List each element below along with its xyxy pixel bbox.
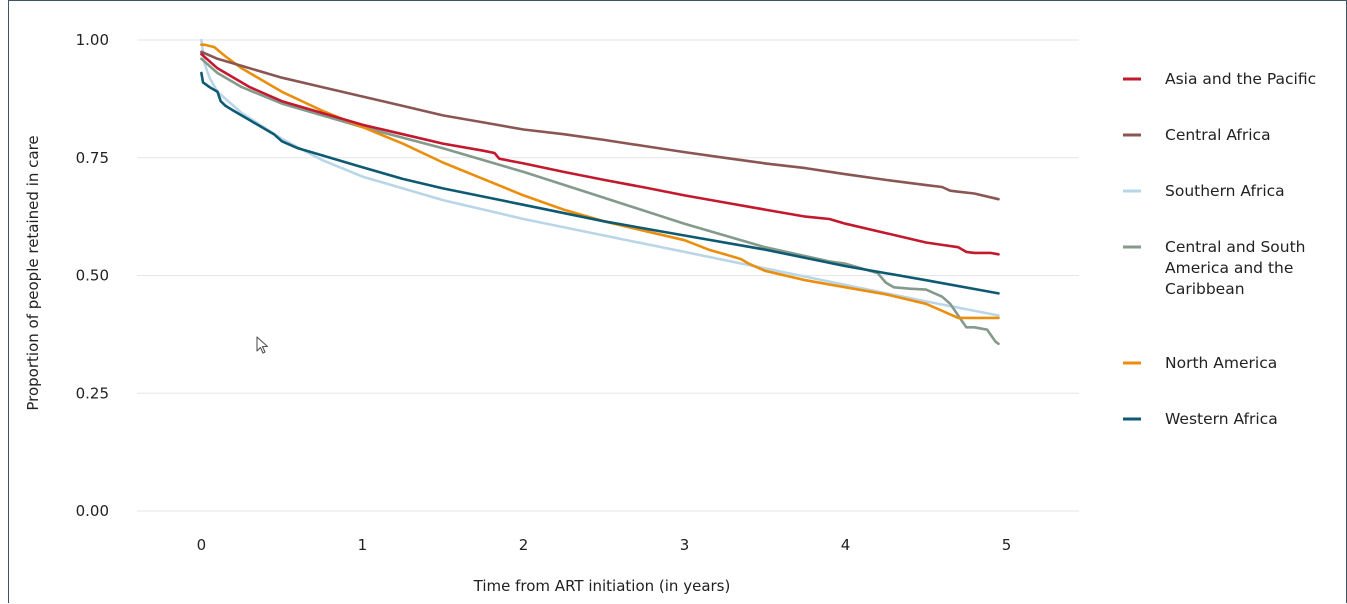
legend-item: Asia and the Pacific <box>1123 70 1316 88</box>
series-line-western-africa <box>200 71 1000 295</box>
series-lines <box>200 38 1000 346</box>
y-tick-label: 0.25 <box>76 384 109 402</box>
x-axis-ticks: 0 1 2 3 4 5 <box>197 536 1012 554</box>
series-line-north-america <box>200 43 1000 320</box>
series-line-southern-africa <box>200 38 1000 317</box>
y-tick-label: 1.00 <box>76 31 109 49</box>
legend-item: Western Africa <box>1123 410 1278 428</box>
x-axis-title: Time from ART initiation (in years) <box>473 577 731 595</box>
x-tick-label: 2 <box>519 536 529 554</box>
legend-item: Central Africa <box>1123 126 1271 144</box>
legend-label: Central and South America and the Caribbea… <box>1165 238 1306 298</box>
chart-frame: 0.00 0.25 0.50 0.75 1.00 0 1 2 3 4 5 Time from AR… <box>8 0 1347 603</box>
y-axis-ticks: 0.00 0.25 0.50 0.75 1.00 <box>76 31 109 520</box>
legend: Asia and the Pacific Central Africa Southe… <box>1123 70 1316 428</box>
series-line-central-and-south-america-and-the-caribbean <box>200 57 1000 346</box>
legend-label: Asia and the Pacific <box>1165 70 1316 88</box>
series-line-central-africa <box>200 50 1000 201</box>
x-tick-label: 5 <box>1002 536 1012 554</box>
y-tick-label: 0.75 <box>76 149 109 167</box>
legend-label: North America <box>1165 354 1277 372</box>
line-chart: 0.00 0.25 0.50 0.75 1.00 0 1 2 3 4 5 Time from AR… <box>24 31 1316 595</box>
y-tick-label: 0.50 <box>76 267 109 285</box>
mouse-pointer-icon <box>256 336 269 354</box>
legend-item: Central and South America and the Caribbea… <box>1123 238 1306 298</box>
y-tick-label: 0.00 <box>76 502 109 520</box>
legend-label: Western Africa <box>1165 410 1278 428</box>
y-axis-title: Proportion of people retained in care <box>24 135 42 410</box>
grid <box>137 39 1079 512</box>
x-tick-label: 4 <box>841 536 851 554</box>
legend-item: North America <box>1123 354 1277 372</box>
series-line-asia-and-the-pacific <box>200 52 1000 256</box>
legend-label: Central Africa <box>1165 126 1271 144</box>
x-tick-label: 0 <box>197 536 207 554</box>
legend-label: Southern Africa <box>1165 182 1285 200</box>
legend-item: Southern Africa <box>1123 182 1285 200</box>
x-tick-label: 1 <box>358 536 368 554</box>
x-tick-label: 3 <box>680 536 690 554</box>
